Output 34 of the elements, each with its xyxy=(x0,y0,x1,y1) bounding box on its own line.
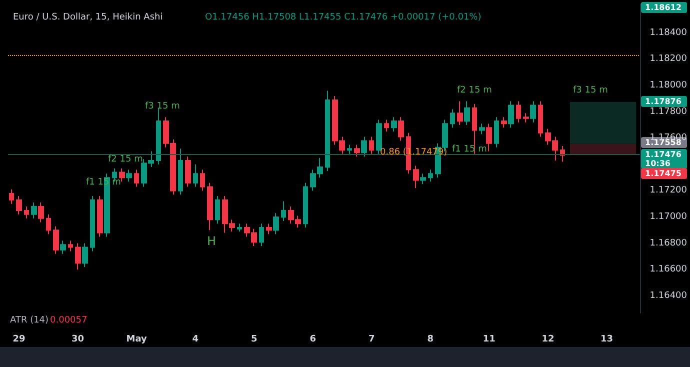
annotation: H xyxy=(207,234,216,248)
text: 0.00057 xyxy=(50,316,88,326)
y-tick-label: 1.16400 xyxy=(650,290,688,301)
text: 1.17876 xyxy=(645,97,682,106)
x-tick-label: 13 xyxy=(600,334,613,344)
x-tick-label: 5 xyxy=(250,334,258,344)
y-tick-label: 1.17000 xyxy=(650,212,688,222)
x-tick-label: 6 xyxy=(310,334,316,344)
y-tick-label: 1.18000 xyxy=(650,80,688,91)
text: ATR (14) xyxy=(10,316,49,326)
text: O1.17456 H1.17508 L1.17455 C1.17476 +0.00017 (+0.01%) xyxy=(205,12,482,22)
annotation: f3 15 m xyxy=(573,86,608,96)
x-tick-label: 4 xyxy=(192,334,198,344)
y-tick-label: 1.18200 xyxy=(650,54,688,64)
text: Euro / U.S. Dollar, 15, Heikin Ashi xyxy=(13,12,163,22)
text: 1.17475 xyxy=(645,169,682,178)
text: 1.18612 xyxy=(645,3,682,12)
annotation: f2 15 m xyxy=(108,154,143,164)
x-tick-label: 11 xyxy=(482,334,496,344)
x-tick-label: 7 xyxy=(368,334,375,344)
y-tick-label: 1.17200 xyxy=(650,186,688,196)
x-tick-label: May xyxy=(126,334,147,344)
y-tick-label: 1.17800 xyxy=(650,106,688,117)
x-tick-label: 8 xyxy=(427,334,434,344)
text: 1.17476 10:36 xyxy=(645,150,682,168)
annotation: f2 15 m xyxy=(457,86,492,96)
annotation: f3 15 m xyxy=(145,102,180,112)
y-tick-label: 1.18400 xyxy=(650,28,688,38)
annotation: 0.86 (1.17479) xyxy=(380,148,448,158)
x-tick-label: 29 xyxy=(12,334,26,344)
y-tick-label: 1.16800 xyxy=(650,238,688,248)
x-tick-label: 12 xyxy=(542,334,554,344)
x-tick-label: 30 xyxy=(72,334,84,344)
y-tick-label: 1.16600 xyxy=(650,264,688,275)
